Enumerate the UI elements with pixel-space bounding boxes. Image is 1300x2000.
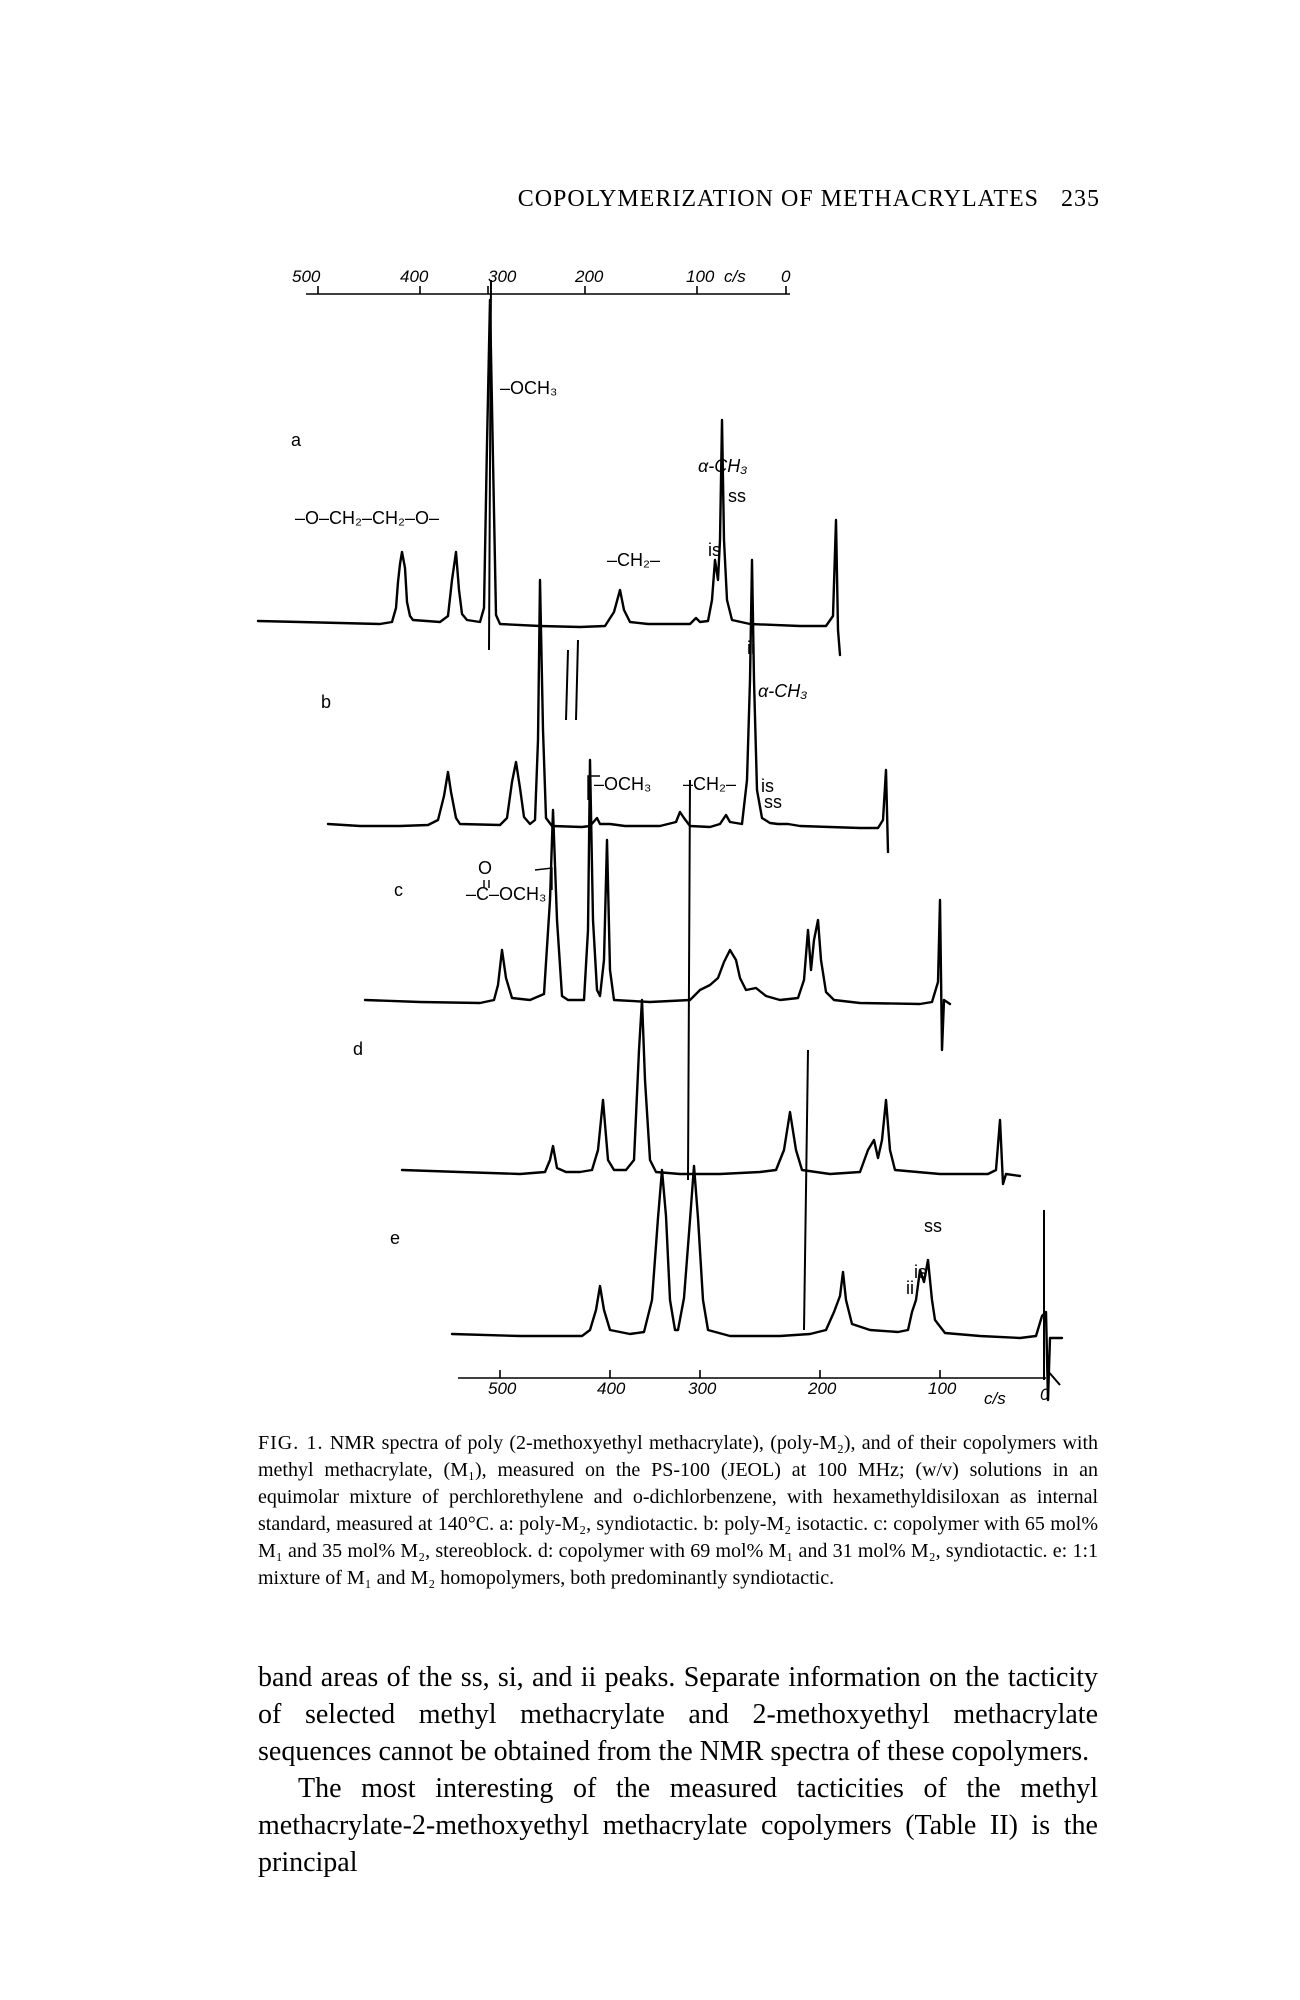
annotation-och3: –OCH₃ bbox=[500, 378, 557, 398]
top-axis-tick: 200 bbox=[574, 267, 604, 286]
top-axis-tick: 0 bbox=[781, 267, 791, 286]
annotation-ch2: –CH₂– bbox=[607, 550, 660, 570]
top-axis-unit: c/s bbox=[724, 267, 746, 286]
marker-line bbox=[488, 279, 492, 651]
spectrum-trace-e bbox=[450, 1164, 1064, 1402]
annotation-is: is bbox=[761, 776, 774, 796]
figure-caption-text: NMR spectra of poly (2-methoxyethyl meth… bbox=[258, 1432, 1099, 1589]
bottom-axis-tick: 0 bbox=[1040, 1385, 1050, 1404]
top-axis-tick: 100 bbox=[686, 267, 715, 286]
spectrum-trace-d bbox=[400, 998, 1022, 1186]
trace-label-c: c bbox=[394, 880, 403, 900]
annotation-och3: –OCH₃ bbox=[594, 774, 651, 794]
annotation-ether-chain: –O–CH₂–CH₂–O– bbox=[295, 508, 439, 528]
bottom-axis-tick: 200 bbox=[807, 1379, 837, 1398]
top-axis bbox=[306, 286, 790, 295]
top-axis-tick: 500 bbox=[292, 267, 321, 286]
body-paragraph: band areas of the ss, si, and ii peaks. … bbox=[258, 1662, 1098, 1767]
bottom-axis-tick: 500 bbox=[488, 1379, 517, 1398]
marker-line bbox=[565, 649, 569, 721]
annotation-ch2: –CH₂– bbox=[683, 774, 736, 794]
running-head-title: COPOLYMERIZATION OF METHACRYLATES bbox=[517, 186, 1039, 212]
bottom-axis-tick: 400 bbox=[597, 1379, 626, 1398]
annotation-ester-o: O bbox=[478, 858, 492, 878]
bottom-axis bbox=[458, 1370, 1046, 1379]
trace-label-d: d bbox=[353, 1039, 363, 1059]
annotation-alpha-ch3: α-CH₃ bbox=[698, 456, 747, 476]
annotation-is: is bbox=[708, 540, 721, 560]
trace-label-e: e bbox=[390, 1228, 400, 1248]
marker-line bbox=[687, 779, 691, 1181]
annotation-is: is bbox=[914, 1262, 927, 1282]
top-axis-tick: 300 bbox=[488, 267, 517, 286]
figure-caption-label: FIG. 1. bbox=[258, 1432, 324, 1454]
spectrum-trace-b bbox=[326, 558, 890, 854]
figure-caption: FIG. 1. NMR spectra of poly (2-methoxyet… bbox=[258, 1430, 1098, 1592]
bottom-axis-tick: 300 bbox=[688, 1379, 717, 1398]
top-axis-tick: 400 bbox=[400, 267, 429, 286]
bottom-axis-unit: c/s bbox=[984, 1389, 1006, 1408]
page-number: 235 bbox=[1061, 186, 1100, 212]
trace-label-a: a bbox=[291, 430, 302, 450]
annotation-ester: –C–OCH₃ bbox=[466, 884, 546, 904]
marker-line bbox=[575, 639, 579, 721]
annotation-ss: ss bbox=[764, 792, 782, 812]
body-paragraph: The most interesting of the measured tac… bbox=[258, 1773, 1098, 1878]
running-head: COPOLYMERIZATION OF METHACRYLATES 235 bbox=[500, 186, 1100, 213]
spectrum-trace-c bbox=[363, 758, 952, 1052]
bottom-axis-tick: 100 bbox=[928, 1379, 957, 1398]
annotation-ii: ii bbox=[747, 638, 755, 658]
body-text: band areas of the ss, si, and ii peaks. … bbox=[258, 1659, 1098, 1881]
marker-line bbox=[1046, 1369, 1061, 1386]
annotation-ss: ss bbox=[924, 1216, 942, 1236]
nmr-spectra-figure: 500 400 300 200 100 c/s 0 a b c d e –OCH… bbox=[256, 267, 1064, 1408]
annotation-ii: ii bbox=[906, 1278, 914, 1298]
trace-label-b: b bbox=[321, 692, 331, 712]
annotation-ss: ss bbox=[728, 486, 746, 506]
annotation-alpha-ch3: α-CH₃ bbox=[758, 681, 807, 701]
marker-line bbox=[803, 1049, 809, 1331]
